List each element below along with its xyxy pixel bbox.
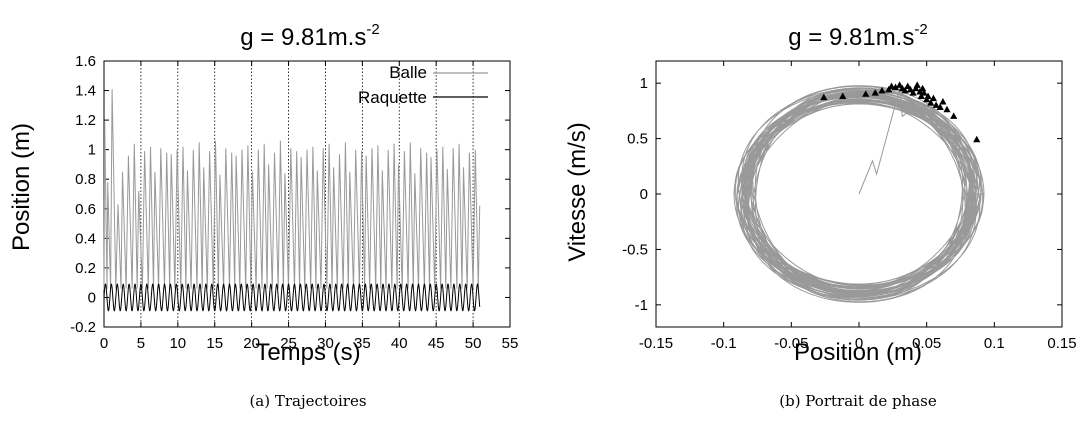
chart-b-xtick-label: 0 (855, 335, 863, 352)
chart-b-ylabel: Vitesse (m/s) (564, 122, 591, 262)
impact-marker (917, 92, 925, 99)
chart-b-ytick-label: -0.5 (622, 241, 648, 258)
impact-marker (950, 112, 958, 119)
chart-a-ytick-label: 1 (88, 142, 96, 159)
chart-a-ytick-label: 0.8 (75, 171, 96, 188)
chart-b-xtick-label: -0.15 (639, 335, 673, 352)
series-raquette (103, 283, 481, 312)
chart-b-title: g = 9.81m.s-2 (788, 21, 927, 51)
chart-a-xtick-label: 35 (354, 335, 371, 352)
chart-a-ytick-label: 1.2 (75, 112, 96, 129)
chart-a-xtick-label: 40 (391, 335, 408, 352)
chart-a-xtick-label: 20 (243, 335, 260, 352)
impact-marker (887, 82, 896, 89)
impact-marker (932, 101, 940, 108)
chart-a-xtick-label: 55 (502, 335, 519, 352)
impact-marker (913, 81, 921, 88)
chart-b-ytick-label: 0.5 (627, 131, 648, 148)
chart-a-xtick-label: 5 (137, 335, 145, 352)
impact-marker (916, 88, 924, 95)
chart-a-xtick-label: 10 (169, 335, 186, 352)
chart-b-ytick-label: 1 (640, 75, 648, 92)
series-balle (103, 89, 481, 291)
panel-portrait-de-phase: g = 9.81m.s-2 -0.15 -0.1 -0.05 0 0.05 0.1 0.15… (564, 21, 1077, 410)
impact-marker (927, 99, 935, 106)
legend-label-raquette: Raquette (358, 88, 427, 107)
chart-a-ytick-label: 0 (88, 289, 96, 306)
chart-a-ylabel: Position (m) (8, 123, 35, 251)
series-transient (858, 88, 921, 195)
chart-b-xtick-label: 0.05 (912, 335, 941, 352)
impact-marker (891, 83, 900, 91)
chart-a-ytick-label: -0.2 (70, 319, 96, 336)
impact-marker (909, 89, 917, 96)
chart-a-xtick-label: 15 (206, 335, 223, 352)
impact-marker (906, 85, 915, 93)
chart-b-ytick-label: 0 (640, 186, 648, 203)
chart-a-ytick-label: 0.4 (75, 230, 96, 247)
impact-marker (939, 98, 947, 105)
impact-marker (936, 103, 944, 111)
chart-a-ytick-label: 0.6 (75, 201, 96, 218)
chart-b-xtick-label: -0.1 (711, 335, 737, 352)
impact-marker (862, 90, 870, 97)
chart-a-xtick-label: 50 (465, 335, 482, 352)
chart-a-ytick-label: 1.6 (75, 53, 96, 70)
impact-marker (839, 92, 847, 99)
impact-marker (919, 84, 927, 92)
series-trajectory (733, 85, 985, 303)
caption-a: (a) Trajectoires (249, 392, 366, 410)
impact-marker (896, 81, 904, 88)
impact-marker (904, 82, 912, 89)
chart-a-xtick-label: 25 (280, 335, 297, 352)
impact-marker (820, 93, 828, 101)
legend-label-balle: Balle (389, 63, 427, 82)
chart-a-plot-area: 0 5 10 15 20 25 30 35 40 45 50 55-0.200.20.40.60.81… (70, 53, 518, 352)
chart-a-ytick-label: 0.2 (75, 260, 96, 277)
chart-a-xtick-label: 0 (100, 335, 108, 352)
chart-b-ytick-label: -1 (635, 297, 648, 314)
chart-b-xtick-label: 0.1 (984, 335, 1005, 352)
chart-b-xlabel: Position (m) (794, 339, 922, 366)
chart-b-plot-area: -0.15 -0.1 -0.05 0 0.05 0.1 0.15 -1 -0.5 0 0.5 1 (622, 60, 1077, 352)
impact-marker (943, 105, 951, 113)
caption-b: (b) Portrait de phase (779, 392, 937, 410)
chart-a-xtick-label: 45 (428, 335, 445, 352)
impact-marker (912, 84, 920, 92)
chart-b-xtick-label: 0.15 (1047, 335, 1076, 352)
impact-marker (920, 89, 928, 96)
chart-b-xtick-label: -0.05 (774, 335, 808, 352)
chart-a-xtick-label: 30 (317, 335, 334, 352)
impact-marker (878, 86, 886, 94)
impact-marker (901, 86, 909, 94)
chart-a-title: g = 9.81m.s-2 (240, 21, 379, 51)
chart-a-ytick-label: 1.4 (75, 83, 96, 100)
impact-marker (885, 85, 893, 93)
impact-marker (871, 89, 879, 96)
impact-marker (973, 135, 981, 143)
panel-trajectoires: g = 9.81m.s-2 0 5 10 15 20 25 30 35 40 45 50 55-0.2… (8, 21, 518, 410)
impact-marker (923, 95, 931, 103)
chart-a-xlabel: Temps (s) (255, 339, 360, 366)
impact-marker (924, 92, 932, 99)
chart-a-legend: Balle Raquette (358, 63, 488, 107)
impact-marker (929, 94, 938, 102)
